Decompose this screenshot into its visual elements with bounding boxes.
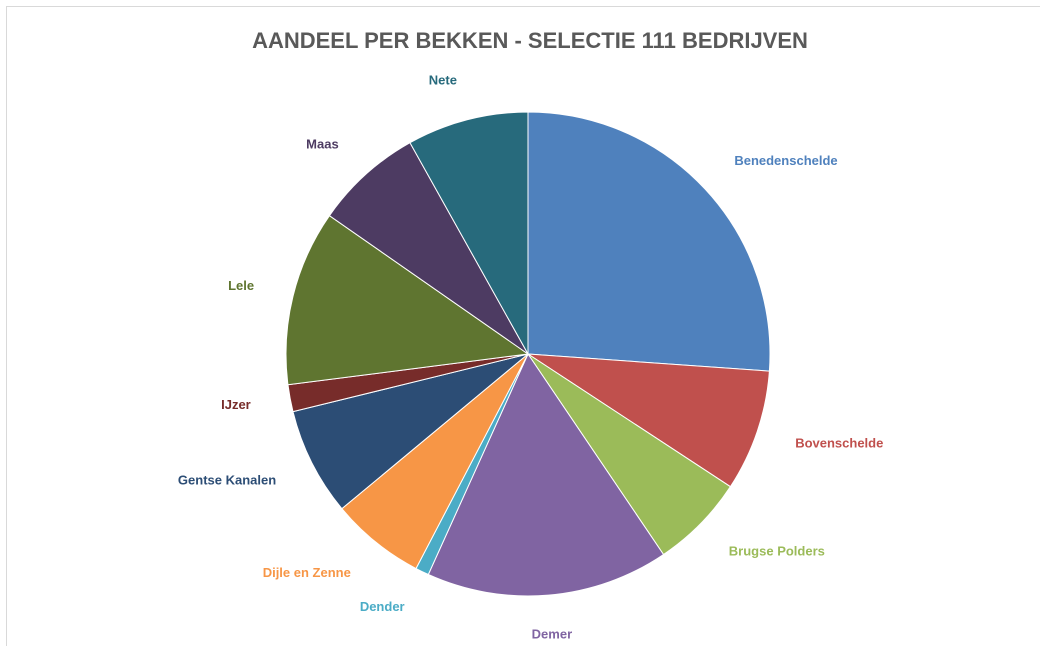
slice-label: Dender [360,599,405,614]
slice-label: Dijle en Zenne [263,565,351,580]
pie-slice [285,214,530,386]
slice-label: Lele [228,278,254,293]
pie-slice [409,111,529,356]
pie-slice [527,111,771,372]
slice-label: Bovenschelde [795,436,883,451]
slice-label: IJzer [221,397,251,412]
pie-slice [526,353,770,488]
pie-slice [292,353,529,510]
pie-slice [328,142,529,355]
pie-slice [427,352,665,597]
slice-label: Demer [532,626,572,641]
slice-label: Gentse Kanalen [178,472,276,487]
slice-label: Maas [306,136,339,151]
slice-label: Nete [429,73,457,88]
chart-title: AANDEEL PER BEKKEN - SELECTIE 111 BEDRIJ… [252,28,808,53]
slice-label: Brugse Polders [729,543,825,558]
slice-label: Benedenschelde [734,153,837,168]
